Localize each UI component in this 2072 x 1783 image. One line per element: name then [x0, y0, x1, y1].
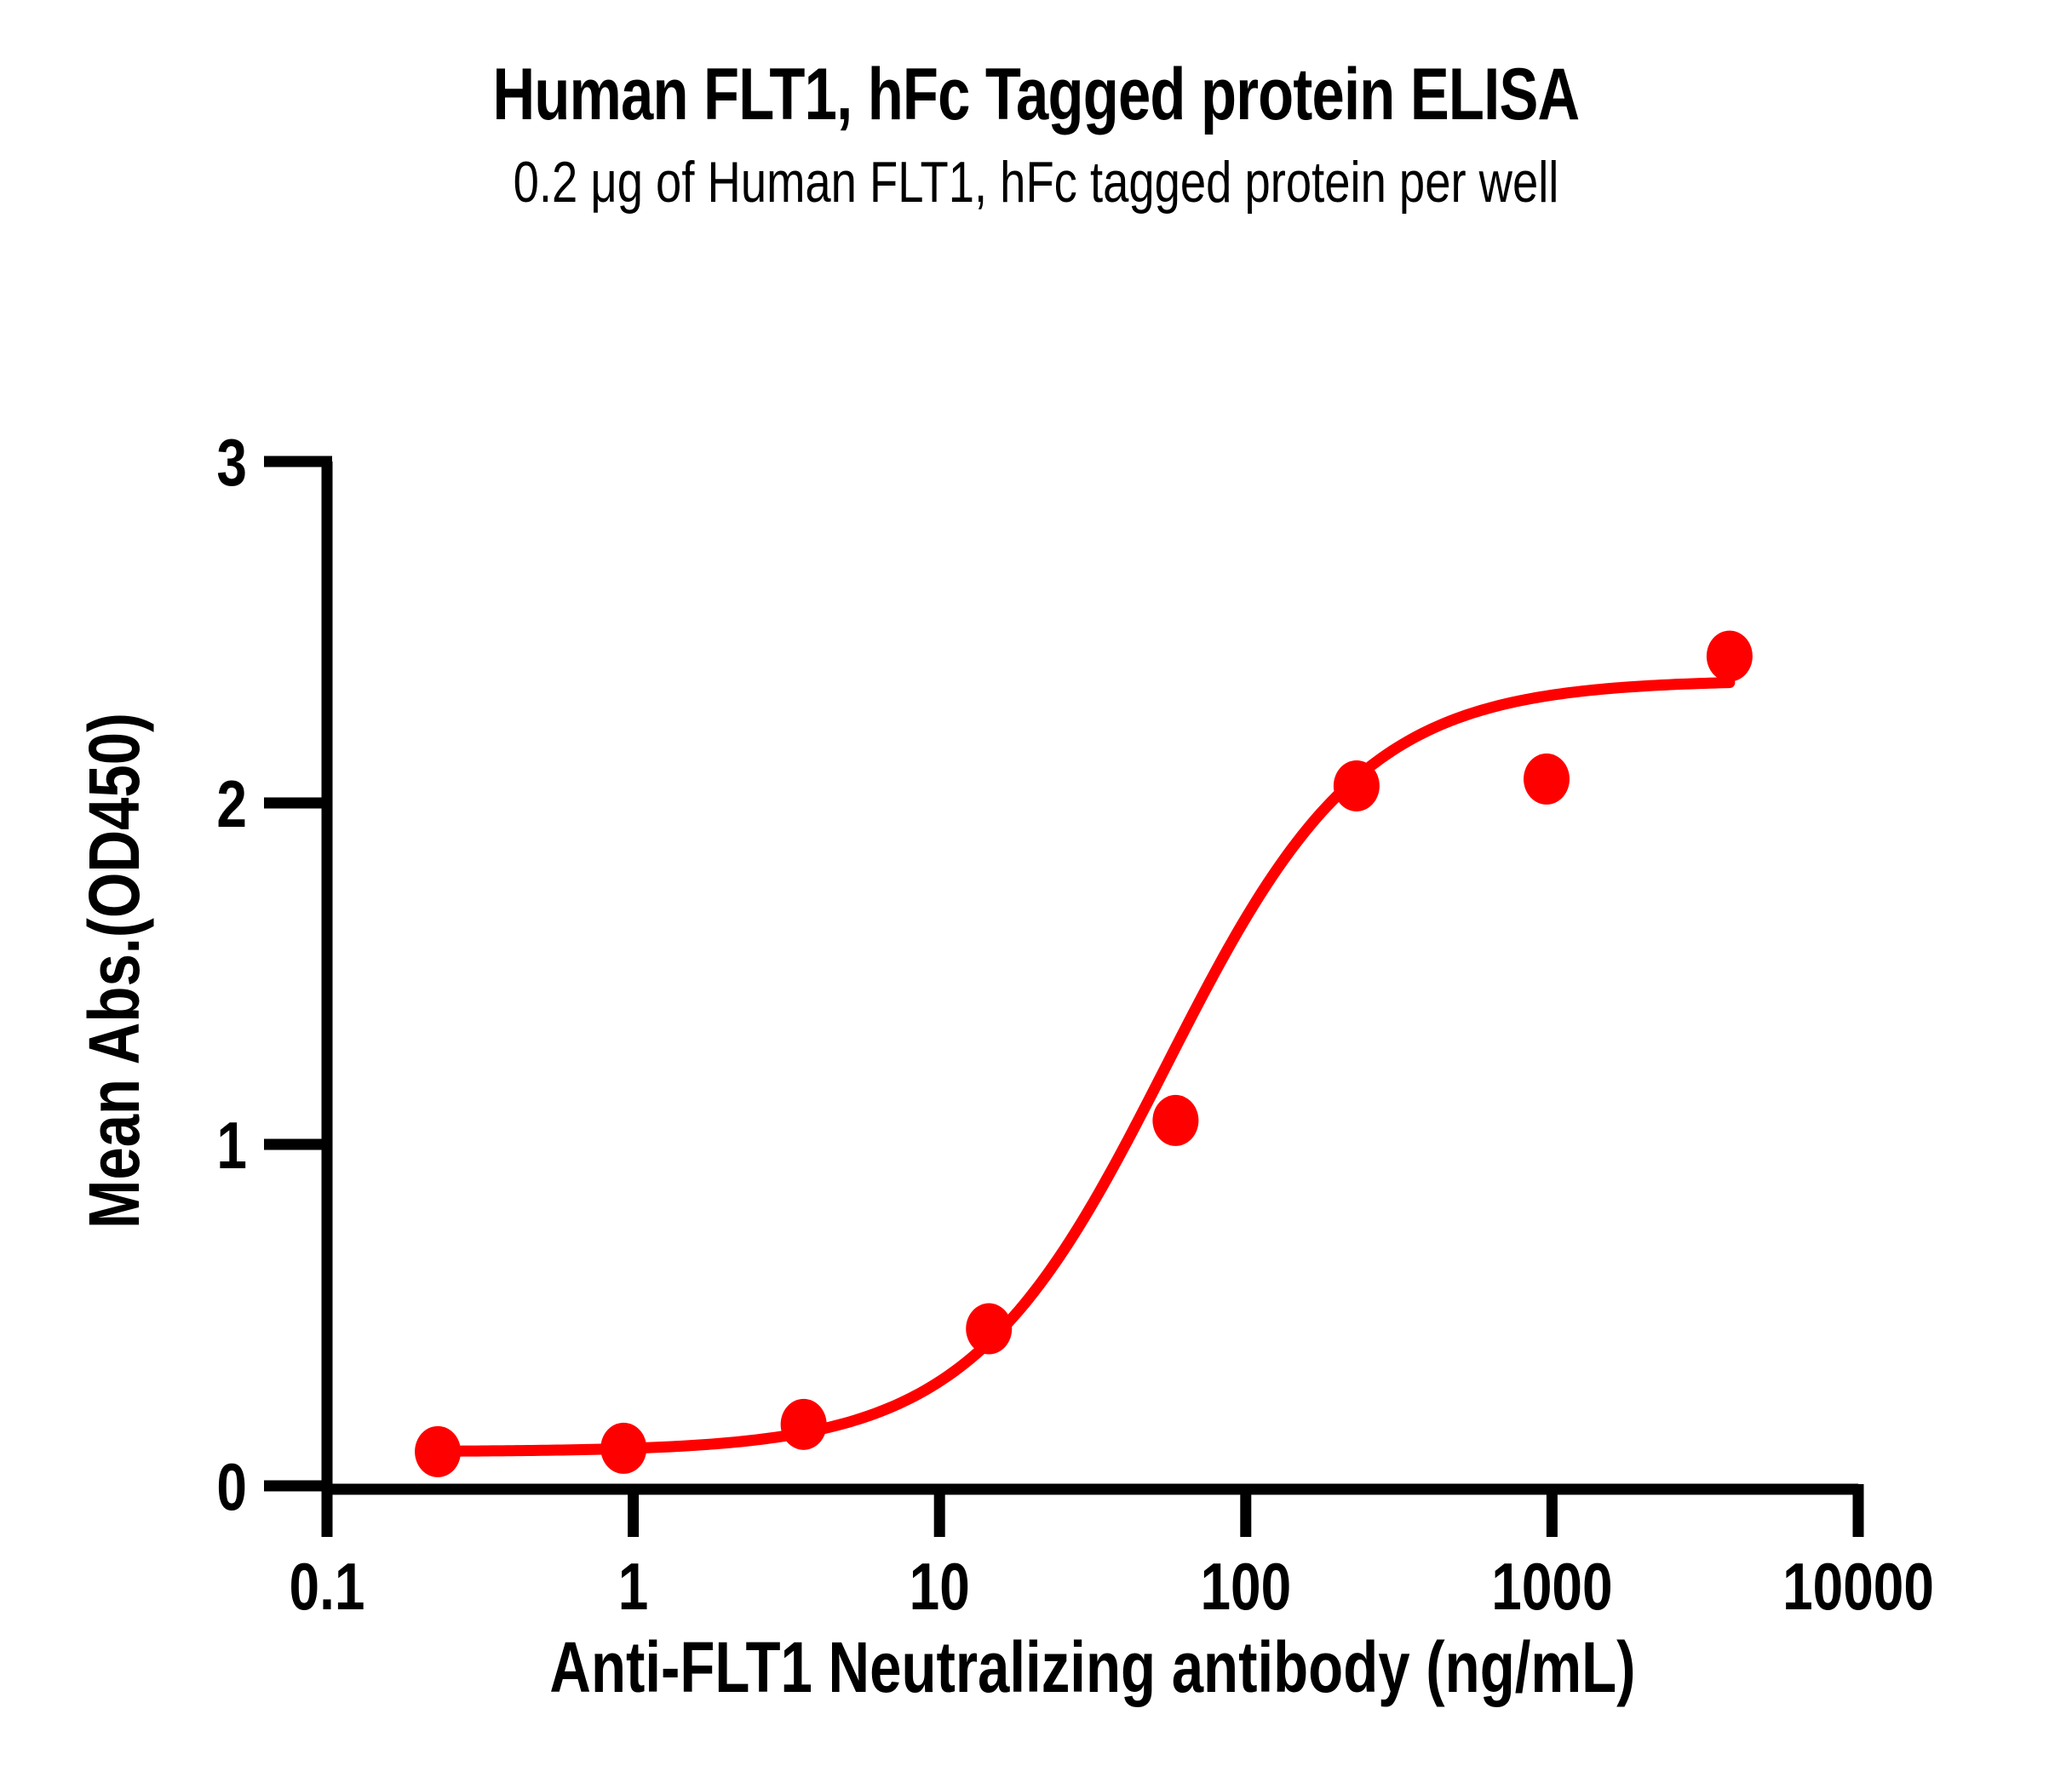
- y-tick-label: 3: [216, 426, 247, 500]
- x-tick-label: 1: [618, 1550, 649, 1624]
- data-point: [1524, 753, 1570, 805]
- y-axis-title: Mean Abs.(OD450): [75, 713, 155, 1229]
- data-point-markers: [415, 630, 1753, 1477]
- data-point: [415, 1425, 462, 1477]
- x-tick-label: 1000: [1491, 1550, 1612, 1624]
- x-axis-ticks: [321, 1484, 1864, 1537]
- x-axis-title: Anti-FLT1 Neutralizing antibody (ng/mL): [549, 1628, 1635, 1708]
- fit-curve: [432, 677, 1736, 1457]
- x-tick-label: 100: [1200, 1550, 1291, 1624]
- data-point: [1706, 630, 1753, 682]
- data-point: [1152, 1094, 1199, 1146]
- x-tick-label: 10: [910, 1550, 970, 1624]
- data-point: [966, 1303, 1013, 1355]
- x-axis-tick-labels: 0.1 1 10 100 1000 10000: [290, 1550, 1934, 1624]
- y-axis-tick-labels: 0 1 2 3: [216, 426, 247, 1524]
- chart-subtitle: 0.2 μg of Human FLT1, hFc tagged protein…: [513, 150, 1559, 215]
- y-tick-label: 1: [216, 1109, 247, 1183]
- chart-title: Human FLT1, hFc Tagged protein ELISA: [492, 54, 1581, 135]
- title-block: Human FLT1, hFc Tagged protein ELISA 0.2…: [0, 58, 2072, 211]
- x-tick-label: 0.1: [290, 1550, 365, 1624]
- y-tick-label: 0: [216, 1450, 247, 1524]
- y-axis-ticks: [264, 456, 332, 1492]
- y-tick-label: 2: [216, 767, 247, 841]
- x-tick-label: 10000: [1782, 1550, 1934, 1624]
- data-point: [600, 1422, 647, 1474]
- data-point: [1333, 760, 1380, 811]
- data-point: [780, 1398, 827, 1450]
- axis-lines: [321, 462, 1858, 1495]
